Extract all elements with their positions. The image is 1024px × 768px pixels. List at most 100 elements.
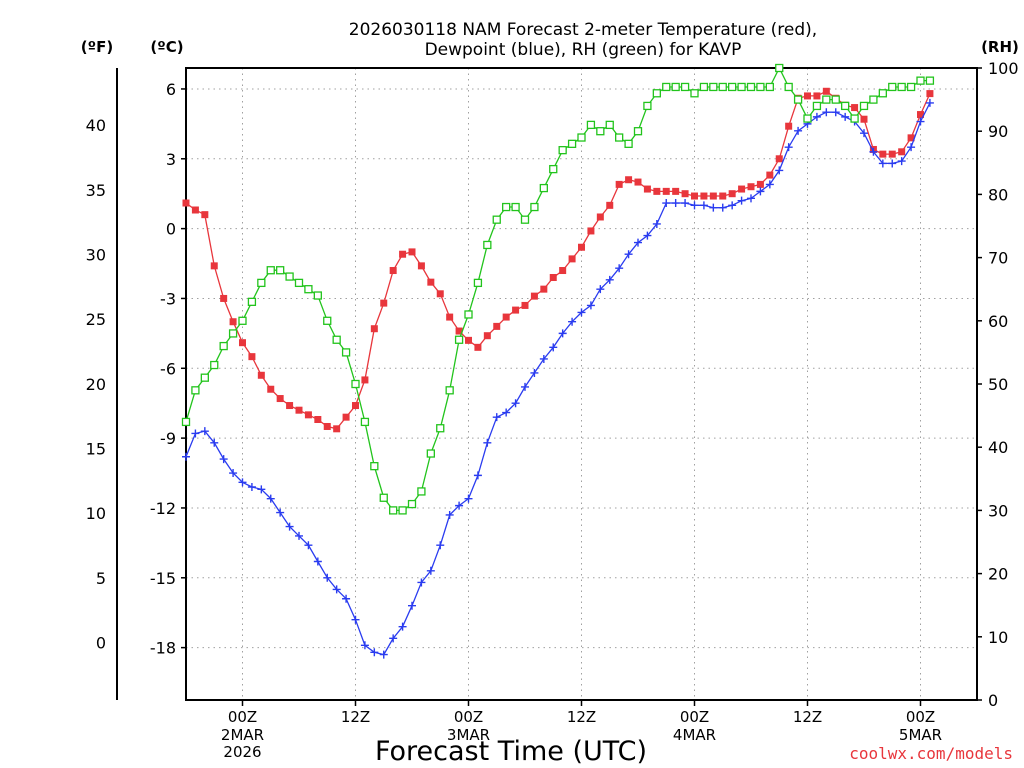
dewpoint-point [794,126,803,135]
source-credit: coolwx.com/models [849,744,1013,763]
rh-point [181,417,191,427]
dewpoint-point [737,196,746,205]
rh-point [643,101,652,111]
rh-point [728,82,737,92]
rh-point [746,82,756,92]
rh-point [219,341,228,351]
fahrenheit-tick-label: 25 [86,310,106,329]
dewpoint-point [624,250,633,259]
fahrenheit-tick-label: 5 [96,569,106,588]
dewpoint-point [605,275,614,284]
celsius-tick-label: 0 [166,220,176,239]
temperature-point [681,190,689,198]
dewpoint-point [483,438,492,447]
temperature-point [191,206,199,214]
rh-point [765,82,774,92]
temperature-point [417,262,425,270]
dewpoint-point [238,478,247,487]
dewpoint-point [549,343,558,352]
series-group [182,87,934,433]
temperature-point [502,313,510,321]
temperature-point [719,192,727,200]
chart-title-line-2: Dewpoint (blue), RH (green) for KAVP [425,40,742,60]
temperature-point [352,402,359,410]
dewpoint-point [709,203,718,212]
fahrenheit-tick-label: 30 [86,245,106,264]
fahrenheit-axis-unit: (ºF) [81,38,113,56]
rh-point [257,278,266,288]
dewpoint-point [502,408,511,417]
dewpoint-point [191,429,200,438]
rh-tick-label: 0 [988,691,998,710]
dewpoint-point [436,541,445,550]
rh-point [464,310,473,319]
temperature-point [813,92,821,100]
rh-point [398,506,407,515]
temperature-point [295,406,303,414]
celsius-tick-label: -15 [150,569,176,588]
fahrenheit-tick-label: 40 [86,116,106,135]
dewpoint-point [182,452,190,461]
x-tick-date-label: 4MAR [673,726,716,744]
x-tick-label: 12Z [567,708,596,726]
x-tick-label: 00Z [228,708,257,726]
temperature-point [879,150,887,158]
rh-point [897,82,906,92]
dewpoint-point [351,615,360,624]
temperature-point [851,104,859,112]
rh-point [294,278,304,288]
temperature-point [691,192,698,200]
dewpoint-point [408,601,416,610]
temperature-point [361,376,369,384]
temperature-point [446,313,454,321]
celsius-tick-label: -9 [160,429,176,448]
rh-point [492,215,501,224]
dewpoint-point [652,219,661,228]
rh-point [699,82,709,92]
temperature-point [888,150,896,158]
dewpoint-point [521,382,529,391]
dewpoint-point [313,557,322,566]
dewpoint-point [417,578,426,587]
rh-point [888,82,897,92]
dewpoint-point [765,180,774,189]
rh-point [906,82,916,92]
temperature-point [559,267,567,275]
rh-point [690,89,699,98]
rh-point [775,63,784,73]
temperature-point [747,183,755,191]
rh-point [323,316,332,325]
temperature-point [898,148,906,156]
rh-point [737,82,746,92]
rh-point [539,183,548,193]
rh-point [407,499,417,509]
temperature-point [333,425,341,433]
temperature-point [182,199,190,207]
dewpoint-point [596,285,605,294]
temperature-point [493,322,501,330]
series-group [182,98,934,659]
dewpoint-point [464,494,473,503]
dewpoint-point [681,199,690,208]
celsius-tick-label: 6 [166,80,176,99]
temperature-point [229,318,237,326]
series-line [185,102,931,656]
temperature-point [587,227,595,235]
rh-point [549,164,558,174]
dewpoint-point [360,641,369,650]
rh-point [577,133,586,142]
rh-point [389,506,398,515]
rh-tick-label: 40 [988,438,1008,457]
rh-point [228,329,238,338]
rh-tick-label: 80 [988,185,1008,204]
temperature-point [474,343,482,351]
temperature-point [248,353,256,361]
rh-point [662,82,671,92]
temperature-point [512,306,520,314]
rh-point [445,386,454,395]
celsius-tick-label: 3 [166,150,176,169]
temperature-point [785,122,793,130]
dewpoint-point [916,117,925,126]
rh-point [238,316,247,325]
